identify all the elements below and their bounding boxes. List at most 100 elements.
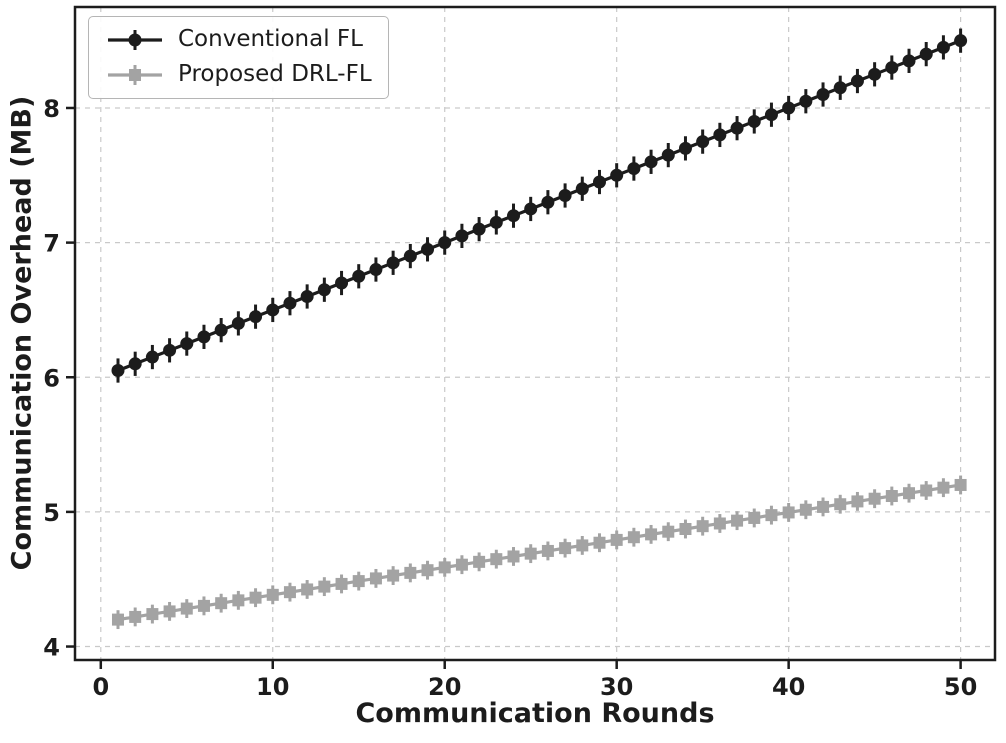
data-point-circle bbox=[868, 67, 882, 81]
data-point-circle bbox=[197, 330, 211, 344]
data-point-circle bbox=[352, 269, 366, 283]
data-point-square bbox=[748, 511, 761, 524]
data-point-circle bbox=[936, 40, 950, 54]
data-point-square bbox=[283, 586, 296, 599]
x-tick-label: 40 bbox=[772, 673, 805, 701]
data-point-circle bbox=[266, 303, 280, 317]
data-point-circle bbox=[592, 175, 606, 189]
data-point-square bbox=[146, 608, 159, 621]
data-point-circle bbox=[214, 323, 228, 337]
data-point-circle bbox=[317, 283, 331, 297]
data-point-circle bbox=[833, 81, 847, 95]
data-point-circle bbox=[300, 289, 314, 303]
data-point-circle bbox=[696, 135, 710, 149]
series-line bbox=[117, 483, 961, 622]
data-point-circle bbox=[249, 310, 263, 324]
data-point-square bbox=[885, 490, 898, 503]
data-point-circle bbox=[163, 343, 177, 357]
data-point-square bbox=[713, 517, 726, 530]
axes-frame bbox=[73, 5, 997, 662]
data-point-square bbox=[799, 503, 812, 516]
data-point-square bbox=[817, 500, 830, 513]
data-point-circle bbox=[902, 54, 916, 68]
data-point-circle bbox=[386, 256, 400, 270]
data-point-square bbox=[903, 487, 916, 500]
y-tick-label: 8 bbox=[43, 95, 60, 123]
x-axis-label: Communication Rounds bbox=[355, 698, 715, 729]
data-point-circle bbox=[764, 108, 778, 122]
data-point-square bbox=[576, 539, 589, 552]
y-tick-label: 7 bbox=[43, 230, 60, 258]
data-point-square bbox=[507, 550, 520, 563]
data-point-circle bbox=[730, 121, 744, 135]
y-axis-label: Communication Overhead (MB) bbox=[6, 95, 38, 571]
data-point-square bbox=[352, 575, 365, 588]
data-point-square bbox=[920, 484, 933, 497]
y-tick-label: 4 bbox=[43, 634, 60, 662]
data-point-square bbox=[369, 572, 382, 585]
data-point-square bbox=[954, 478, 967, 491]
data-point-square bbox=[834, 498, 847, 511]
data-point-square bbox=[696, 520, 709, 533]
legend: Conventional FL Proposed DRL-FL bbox=[88, 16, 389, 99]
data-point-square bbox=[868, 492, 881, 505]
data-point-square bbox=[490, 553, 503, 566]
data-point-circle bbox=[231, 316, 245, 330]
data-point-square bbox=[455, 558, 468, 571]
legend-entry: Conventional FL bbox=[105, 26, 372, 54]
data-point-square bbox=[473, 555, 486, 568]
data-point-square bbox=[335, 577, 348, 590]
data-point-square bbox=[765, 509, 778, 522]
data-point-circle bbox=[335, 276, 349, 290]
legend-label: Proposed DRL-FL bbox=[178, 61, 372, 88]
data-point-square bbox=[851, 495, 864, 508]
data-point-circle bbox=[885, 61, 899, 75]
data-point-square bbox=[387, 569, 400, 582]
data-point-square bbox=[593, 536, 606, 549]
data-point-circle bbox=[507, 209, 521, 223]
data-point-square bbox=[610, 533, 623, 546]
data-point-square bbox=[111, 613, 124, 626]
legend-entry: Proposed DRL-FL bbox=[105, 61, 372, 89]
data-point-circle bbox=[713, 128, 727, 142]
data-point-circle bbox=[541, 195, 555, 209]
data-point-square bbox=[662, 525, 675, 538]
data-point-square bbox=[232, 594, 245, 607]
data-point-square bbox=[180, 602, 193, 615]
data-point-square bbox=[524, 547, 537, 560]
x-tick-label: 20 bbox=[428, 673, 461, 701]
legend-circle-marker-icon bbox=[108, 30, 162, 50]
data-point-circle bbox=[661, 148, 675, 162]
data-point-square bbox=[215, 597, 228, 610]
data-point-square bbox=[627, 531, 640, 544]
data-point-circle bbox=[850, 74, 864, 88]
data-point-square bbox=[731, 514, 744, 527]
data-point-circle bbox=[128, 357, 142, 371]
data-point-square bbox=[197, 599, 210, 612]
data-point-circle bbox=[558, 188, 572, 202]
data-point-square bbox=[559, 542, 572, 555]
data-point-square bbox=[301, 583, 314, 596]
data-point-circle bbox=[438, 236, 452, 250]
data-point-circle bbox=[455, 229, 469, 243]
data-point-circle bbox=[678, 141, 692, 155]
y-tick-label: 5 bbox=[43, 499, 60, 527]
data-point-circle bbox=[369, 263, 383, 277]
data-point-circle bbox=[919, 47, 933, 61]
data-point-square bbox=[404, 566, 417, 579]
data-point-square bbox=[438, 561, 451, 574]
y-tick-label: 6 bbox=[43, 364, 60, 392]
data-point-circle bbox=[799, 94, 813, 108]
data-point-square bbox=[645, 528, 658, 541]
data-point-square bbox=[421, 564, 434, 577]
data-point-circle bbox=[575, 182, 589, 196]
data-point-circle bbox=[180, 337, 194, 351]
data-point-circle bbox=[111, 364, 125, 378]
data-point-square bbox=[318, 580, 331, 593]
data-point-circle bbox=[816, 88, 830, 102]
data-point-circle bbox=[403, 249, 417, 263]
legend-label: Conventional FL bbox=[178, 26, 363, 53]
data-point-circle bbox=[472, 222, 486, 236]
data-point-circle bbox=[489, 215, 503, 229]
